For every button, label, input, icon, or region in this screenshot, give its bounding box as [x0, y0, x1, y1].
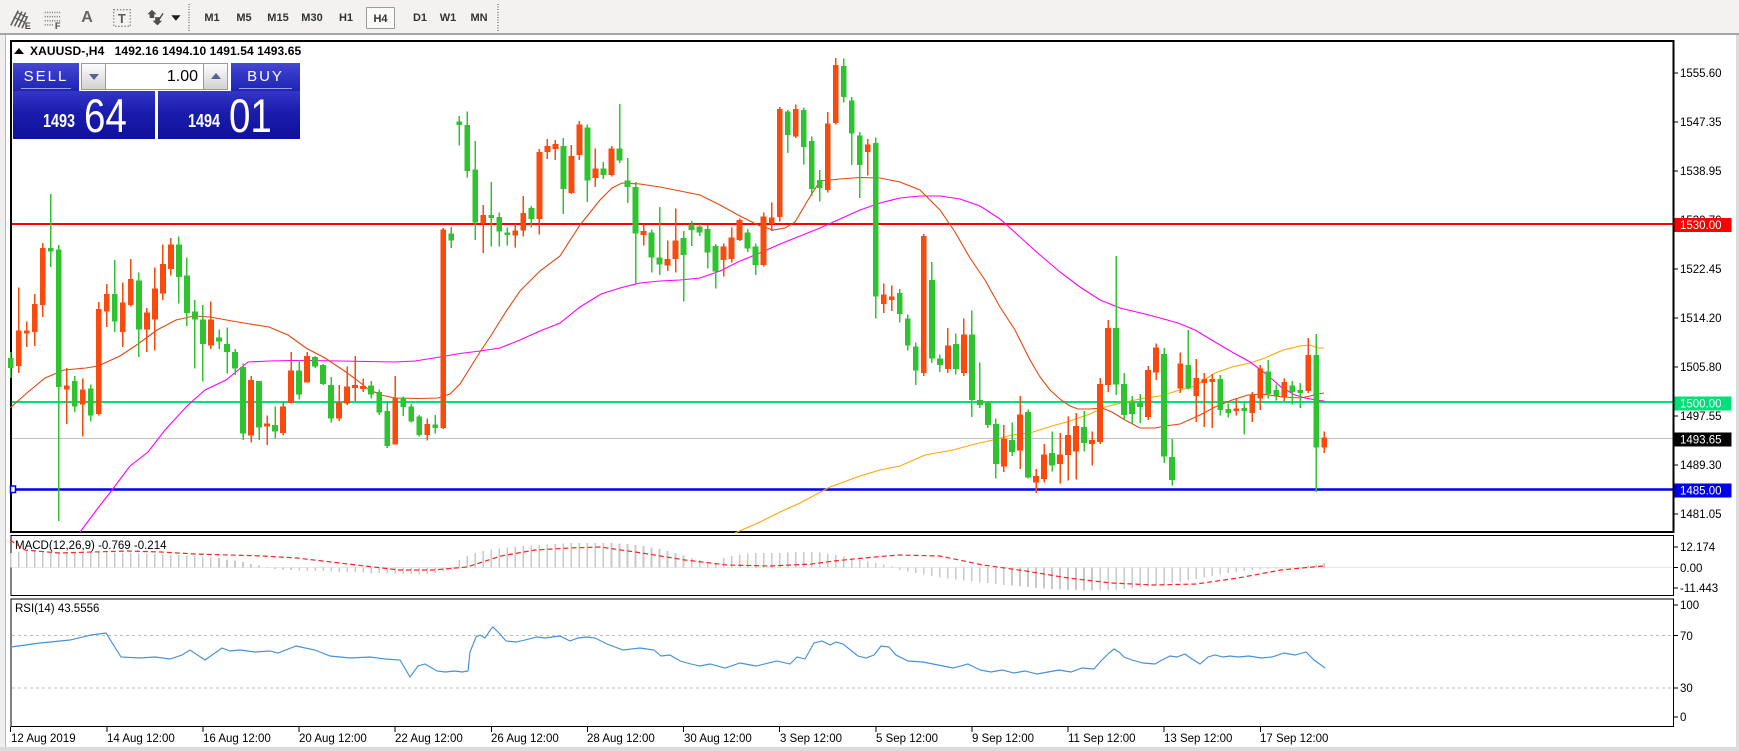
- svg-text:1505.80: 1505.80: [1680, 362, 1722, 374]
- svg-text:1485.00: 1485.00: [1680, 486, 1722, 498]
- svg-text:1493.65: 1493.65: [1680, 435, 1722, 447]
- svg-text:-11.443: -11.443: [1680, 583, 1718, 595]
- svg-text:1489.30: 1489.30: [1680, 460, 1722, 472]
- svg-text:12 Aug 2019: 12 Aug 2019: [11, 733, 76, 745]
- svg-text:3 Sep 12:00: 3 Sep 12:00: [780, 733, 842, 745]
- svg-text:14 Aug 12:00: 14 Aug 12:00: [107, 733, 175, 745]
- svg-text:T: T: [118, 11, 126, 26]
- svg-text:12.174: 12.174: [1680, 542, 1716, 554]
- svg-text:RSI(14) 43.5556: RSI(14) 43.5556: [15, 603, 99, 615]
- svg-text:MACD(12,26,9) -0.769 -0.214: MACD(12,26,9) -0.769 -0.214: [15, 540, 167, 552]
- svg-text:70: 70: [1680, 631, 1693, 643]
- svg-text:1514.20: 1514.20: [1680, 313, 1722, 325]
- svg-text:1481.05: 1481.05: [1680, 509, 1722, 521]
- svg-text:20 Aug 12:00: 20 Aug 12:00: [299, 733, 367, 745]
- svg-text:5 Sep 12:00: 5 Sep 12:00: [876, 733, 938, 745]
- svg-text:1497.55: 1497.55: [1680, 411, 1722, 423]
- svg-text:100: 100: [1680, 600, 1699, 612]
- svg-text:30 Aug 12:00: 30 Aug 12:00: [684, 733, 752, 745]
- svg-text:1530.00: 1530.00: [1680, 220, 1722, 232]
- svg-text:11 Sep 12:00: 11 Sep 12:00: [1068, 733, 1136, 745]
- svg-text:26 Aug 12:00: 26 Aug 12:00: [491, 733, 559, 745]
- svg-text:1500.00: 1500.00: [1680, 399, 1722, 411]
- svg-text:1522.45: 1522.45: [1680, 264, 1722, 276]
- svg-text:E: E: [25, 21, 31, 30]
- svg-text:0.00: 0.00: [1680, 563, 1702, 575]
- svg-text:1538.95: 1538.95: [1680, 166, 1722, 178]
- svg-text:F: F: [55, 21, 61, 30]
- svg-text:22 Aug 12:00: 22 Aug 12:00: [395, 733, 463, 745]
- svg-text:1547.35: 1547.35: [1680, 117, 1722, 129]
- svg-text:1555.60: 1555.60: [1680, 68, 1722, 80]
- svg-text:9 Sep 12:00: 9 Sep 12:00: [972, 733, 1034, 745]
- svg-text:28 Aug 12:00: 28 Aug 12:00: [587, 733, 655, 745]
- svg-text:0: 0: [1680, 712, 1686, 724]
- svg-text:16 Aug 12:00: 16 Aug 12:00: [203, 733, 271, 745]
- svg-text:17 Sep 12:00: 17 Sep 12:00: [1260, 733, 1328, 745]
- svg-text:13 Sep 12:00: 13 Sep 12:00: [1164, 733, 1232, 745]
- svg-text:30: 30: [1680, 683, 1693, 695]
